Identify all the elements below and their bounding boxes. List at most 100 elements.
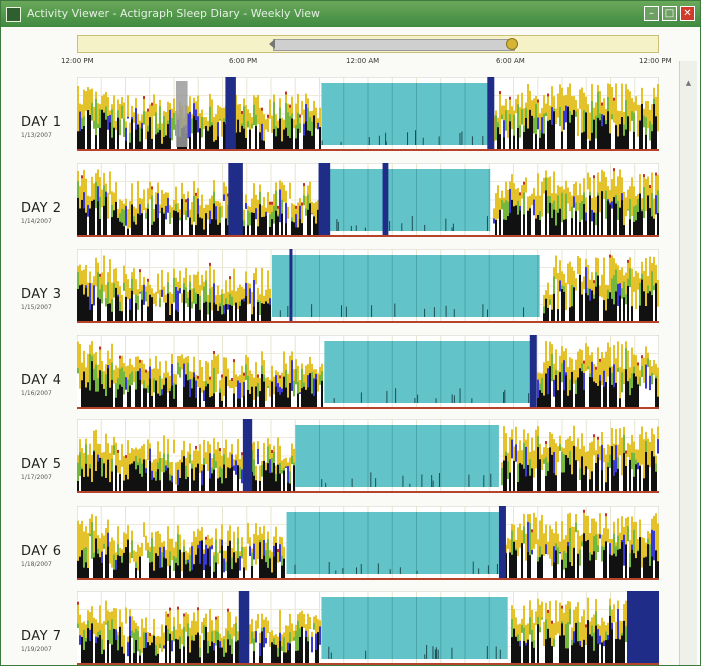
activity-strip[interactable] [77, 163, 659, 237]
activity-bar-black [151, 224, 153, 237]
activity-bar-black [569, 562, 571, 580]
activity-bar-green [595, 212, 597, 237]
maximize-button[interactable]: □ [662, 6, 677, 21]
activity-bar-black [625, 304, 627, 323]
activity-bar-black [141, 128, 143, 151]
activity-bar-green [555, 210, 557, 237]
activity-bar-black [115, 201, 117, 237]
activity-bar-green [617, 283, 619, 323]
minimize-button[interactable]: – [644, 6, 659, 21]
activity-bar-black [305, 389, 307, 409]
activity-bar-black [237, 309, 239, 323]
activity-bar-black [269, 226, 271, 237]
activity-bar-yellow [167, 372, 169, 409]
range-end-handle-icon[interactable] [506, 38, 518, 50]
sleep-period-band [324, 341, 534, 403]
activity-bar-green [177, 469, 179, 493]
activity-bar-black [573, 207, 575, 237]
activity-bar-black [95, 135, 97, 151]
activity-bar-green [649, 544, 651, 580]
vertical-scrollbar[interactable]: ▲ [679, 61, 697, 665]
activity-bar-black [549, 119, 551, 151]
title-bar[interactable]: Activity Viewer - Actigraph Sleep Diary … [1, 1, 700, 27]
activity-bar-black [261, 631, 263, 665]
activity-bar-black [93, 633, 95, 665]
activity-bar-black [311, 393, 313, 409]
activity-bar-black [577, 553, 579, 580]
close-button[interactable]: ✕ [680, 6, 695, 21]
activity-peak-red [195, 445, 197, 449]
activity-bar-black [519, 646, 521, 665]
activity-bar-black [195, 303, 197, 323]
range-start-handle-icon[interactable] [269, 39, 275, 49]
activity-bar-black [219, 553, 221, 580]
time-range-navigator[interactable] [77, 35, 659, 53]
activity-bar-black [125, 389, 127, 409]
activity-bar-black [255, 219, 257, 237]
activity-bar-black [269, 118, 271, 151]
activity-bar-black [227, 386, 229, 409]
activity-bar-black [543, 645, 545, 665]
activity-bar-black [279, 640, 281, 665]
activity-bar-black [189, 290, 191, 323]
activity-bar-black [95, 286, 97, 323]
activity-bar-yellow [135, 208, 137, 237]
activity-bar-black [245, 208, 247, 237]
activity-bar-black [561, 222, 563, 237]
activity-bar-black [651, 295, 653, 323]
activity-bar-black [285, 387, 287, 409]
activity-bar-black [143, 210, 145, 237]
activity-bar-black [603, 550, 605, 580]
activity-bar-black [575, 116, 577, 151]
activity-bar-black [507, 216, 509, 237]
activity-peak-red [143, 96, 145, 100]
activity-bar-black [571, 565, 573, 580]
activity-bar-yellow [127, 209, 129, 237]
activity-bar-black [211, 549, 213, 580]
activity-bar-black [161, 651, 163, 665]
activity-strip[interactable] [77, 335, 659, 409]
activity-bar-black [145, 218, 147, 237]
activity-bar-yellow [567, 367, 569, 409]
activity-strip[interactable] [77, 419, 659, 493]
activity-bar-black [245, 570, 247, 580]
visible-range-window[interactable] [273, 39, 515, 51]
activity-bar-black [127, 539, 129, 580]
activity-bar-black [593, 119, 595, 151]
activity-bar-black [159, 213, 161, 237]
activity-bar-black [165, 135, 167, 151]
activity-bar-black [547, 471, 549, 493]
activity-bar-black [301, 626, 303, 665]
activity-bar-black [115, 397, 117, 409]
activity-bar-green [561, 451, 563, 493]
activity-bar-black [313, 395, 315, 409]
activity-bar-black [551, 454, 553, 493]
activity-strip[interactable] [77, 77, 659, 151]
activity-bar-green [117, 635, 119, 665]
activity-bar-black [251, 314, 253, 323]
activity-bar-yellow [541, 514, 543, 580]
activity-bar-green [633, 206, 635, 237]
activity-bar-black [309, 203, 311, 237]
activity-strip[interactable] [77, 591, 659, 665]
day-date: 1/17/2007 [21, 474, 52, 481]
activity-bar-black [543, 555, 545, 580]
activity-bar-black [175, 484, 177, 493]
activity-bar-black [179, 549, 181, 580]
activity-bar-black [137, 570, 139, 580]
activity-bar-black [587, 620, 589, 665]
activity-bar-black [561, 131, 563, 151]
activity-bar-black [283, 470, 285, 493]
activity-bar-black [253, 400, 255, 409]
activity-strip[interactable] [77, 249, 659, 323]
activity-bar-black [103, 388, 105, 409]
activity-peak-red [77, 601, 79, 605]
activity-bar-black [217, 224, 219, 237]
activity-bar-black [271, 572, 273, 580]
scroll-up-arrow-icon[interactable]: ▲ [685, 79, 692, 87]
activity-strip[interactable] [77, 506, 659, 580]
activity-bar-black [91, 304, 93, 323]
activity-bar-black [537, 214, 539, 237]
activity-bar-yellow [551, 529, 553, 580]
activity-bar-black [593, 298, 595, 323]
